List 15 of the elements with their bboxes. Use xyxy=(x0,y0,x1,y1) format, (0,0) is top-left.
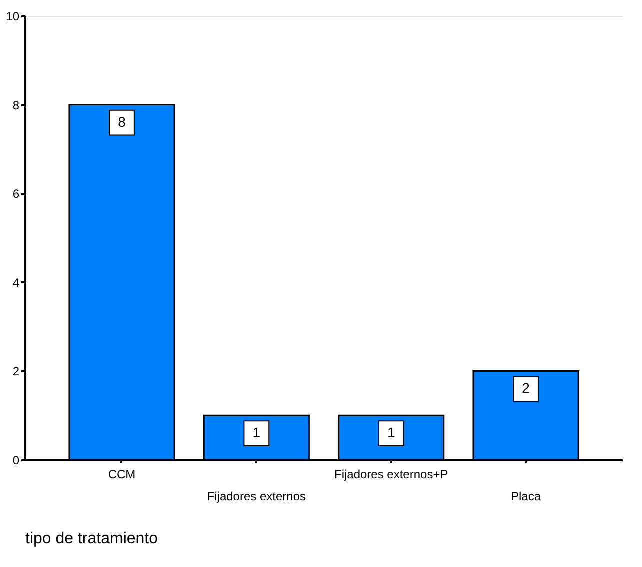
y-tick-label: 6 xyxy=(12,187,20,202)
y-tick-label: 8 xyxy=(12,98,20,112)
x-tick-label: Fijadores externos+P xyxy=(334,468,448,482)
data-label: 2 xyxy=(522,380,530,396)
x-axis-title: tipo de tratamiento xyxy=(26,530,158,548)
data-label: 8 xyxy=(118,114,126,130)
data-label: 1 xyxy=(387,424,396,441)
y-tick-label: 10 xyxy=(6,10,20,24)
x-tick-label: Fijadores externos xyxy=(207,490,306,504)
y-tick-label: 2 xyxy=(12,364,20,379)
data-label: 1 xyxy=(252,424,261,441)
x-tick-label: CCM xyxy=(108,468,136,482)
x-tick-label: Placa xyxy=(511,490,542,504)
y-tick-label: 0 xyxy=(12,454,20,468)
y-tick-label: 4 xyxy=(12,276,20,290)
